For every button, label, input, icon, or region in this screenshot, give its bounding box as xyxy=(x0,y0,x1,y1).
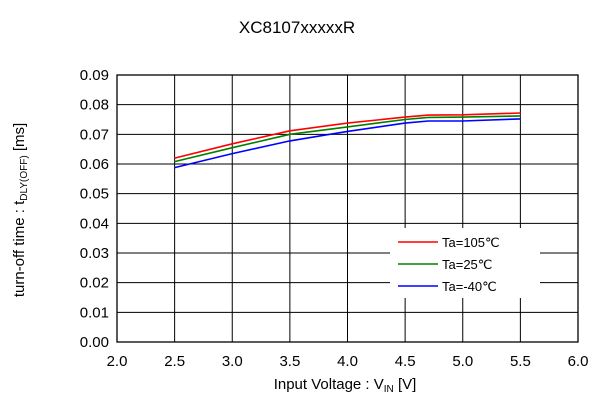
x-axis-tick-labels: 2.0 2.5 3.0 3.5 4.0 4.5 5.0 5.5 6.0 xyxy=(107,353,589,370)
x-tick-label: 3.5 xyxy=(279,353,300,370)
x-tick-label: 5.0 xyxy=(452,353,473,370)
series-lines xyxy=(174,112,521,169)
legend-label: Ta=25℃ xyxy=(442,257,492,272)
x-tick-label: 4.0 xyxy=(337,353,358,370)
y-tick-label: 0.01 xyxy=(80,304,109,321)
x-tick-label: 5.5 xyxy=(510,353,531,370)
x-tick-label: 6.0 xyxy=(568,353,589,370)
y-tick-label: 0.03 xyxy=(80,245,109,262)
x-tick-label: 2.5 xyxy=(164,353,185,370)
y-axis-label-unit: [ms] xyxy=(11,123,28,156)
grid xyxy=(116,74,579,343)
series-line-2 xyxy=(174,118,521,169)
y-axis-label-subscript: DLY(OFF) xyxy=(19,155,30,200)
x-tick-label: 2.0 xyxy=(107,353,128,370)
legend: Ta=105℃ Ta=25℃ Ta=-40℃ xyxy=(390,228,540,298)
legend-label: Ta=105℃ xyxy=(442,235,500,250)
x-axis-label: Input Voltage : VIN [V] xyxy=(274,376,417,395)
x-tick-label: 4.5 xyxy=(395,353,416,370)
y-tick-label: 0.08 xyxy=(80,97,109,114)
y-axis-label: turn-off time : tDLY(OFF) [ms] xyxy=(11,123,30,297)
y-tick-label: 0.07 xyxy=(80,126,109,143)
y-tick-label: 0.09 xyxy=(80,67,109,84)
x-axis-label-subscript: IN xyxy=(384,384,394,395)
x-axis-label-unit: [V] xyxy=(394,376,417,393)
y-axis-label-main: turn-off time : t xyxy=(11,200,28,297)
series-line-1 xyxy=(174,115,521,163)
y-tick-label: 0.04 xyxy=(80,215,109,232)
plot-area-border xyxy=(116,74,579,343)
chart-title: XC8107xxxxxR xyxy=(239,18,355,37)
x-axis-label-main: Input Voltage : V xyxy=(274,376,384,393)
y-tick-label: 0.00 xyxy=(80,334,109,351)
series-line-0 xyxy=(174,112,521,159)
y-tick-label: 0.05 xyxy=(80,186,109,203)
x-tick-label: 3.0 xyxy=(222,353,243,370)
y-tick-label: 0.02 xyxy=(80,275,109,292)
y-axis-tick-labels: 0.00 0.01 0.02 0.03 0.04 0.05 0.06 0.07 0.08 0.09 xyxy=(80,67,109,351)
legend-label: Ta=-40℃ xyxy=(442,279,497,294)
y-tick-label: 0.06 xyxy=(80,156,109,173)
